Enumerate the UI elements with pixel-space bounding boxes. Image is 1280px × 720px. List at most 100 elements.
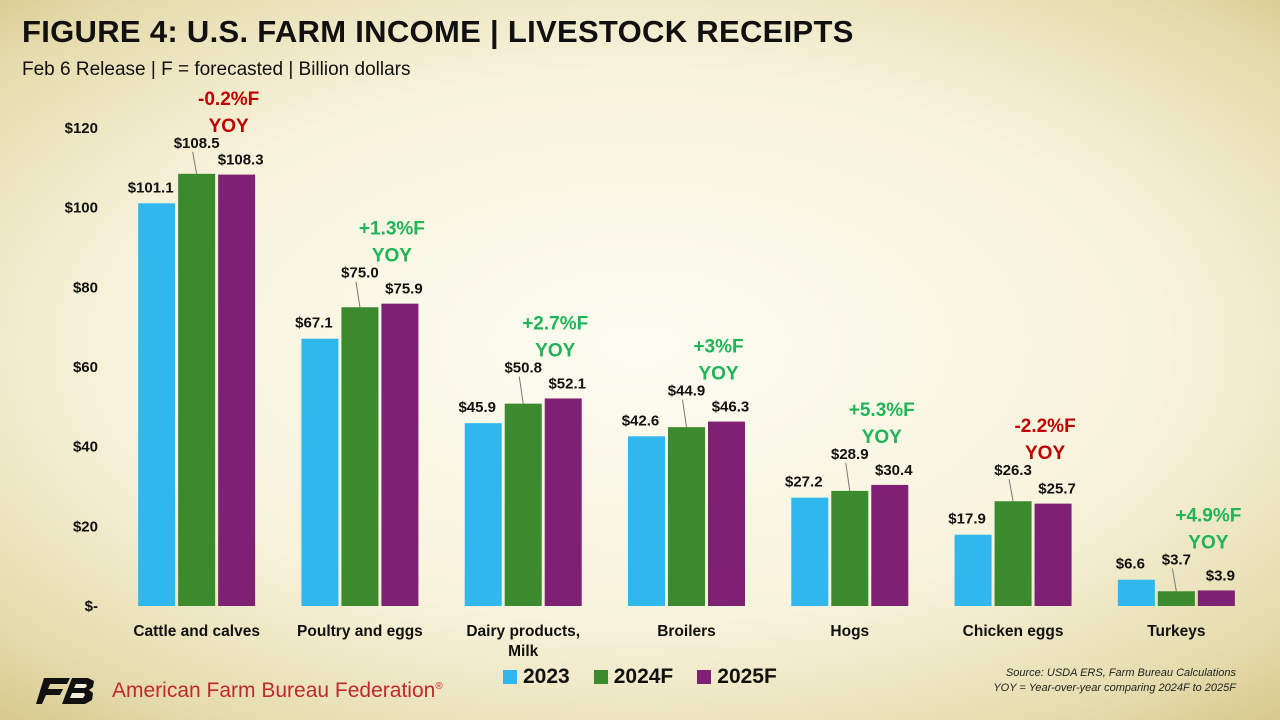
data-label: $25.7 (1038, 481, 1076, 498)
y-axis: $- $20 $40 $60 $80 $100 $120 (65, 120, 98, 615)
yoy-label: YOY (1025, 443, 1065, 464)
source-line: Source: USDA ERS, Farm Bureau Calculatio… (1005, 667, 1236, 679)
y-tick-label: $120 (65, 120, 98, 137)
yoy-percent: -0.2%F (198, 89, 259, 110)
chart-legend: 2023 2024F 2025F (503, 665, 777, 689)
label-leader-line (845, 462, 851, 491)
data-label: $75.9 (385, 281, 423, 298)
data-label: $46.3 (712, 399, 750, 416)
chart-subtitle: Feb 6 Release | F = forecasted | Billion… (22, 59, 411, 80)
bar-2023 (628, 436, 665, 606)
yoy-label: YOY (372, 246, 412, 267)
yoy-label: YOY (535, 340, 575, 361)
yoy-percent: +4.9%F (1175, 505, 1241, 526)
data-label: $108.5 (174, 135, 220, 152)
legend-item-2023: 2023 (503, 665, 570, 689)
data-label: $101.1 (128, 179, 174, 196)
data-label: $27.2 (785, 474, 823, 491)
yoy-label: YOY (1188, 532, 1228, 553)
y-tick-label: $40 (73, 439, 98, 456)
source-note: Source: USDA ERS, Farm Bureau Calculatio… (993, 666, 1236, 696)
bar-2023 (954, 534, 992, 606)
data-label: $30.4 (875, 462, 913, 479)
bar-2024f (178, 173, 216, 606)
legend-label-2025f: 2025F (717, 665, 777, 688)
bar-2024f (504, 403, 542, 606)
label-leader-line (1008, 479, 1014, 502)
bar-2024f (341, 307, 379, 606)
category-labels: Cattle and calves Poultry and eggs Dairy p… (133, 623, 1205, 660)
category-label: Milk (508, 643, 539, 660)
yoy-label: YOY (209, 116, 249, 137)
category-label: Dairy products, (466, 623, 580, 640)
category-label: Chicken eggs (963, 623, 1064, 640)
legend-swatch-2025f (697, 670, 712, 684)
category-label: Hogs (830, 623, 869, 640)
legend-label-2024f: 2024F (613, 665, 674, 688)
category-label: Cattle and calves (133, 623, 260, 640)
bar-2025f (871, 484, 909, 606)
data-label: $52.1 (548, 375, 586, 392)
bar-2025f (218, 174, 256, 607)
yoy-label: YOY (862, 427, 902, 448)
data-label: $6.6 (1116, 556, 1145, 573)
bar-2025f (381, 303, 419, 606)
y-tick-label: $20 (73, 518, 98, 535)
org-name: American Farm Bureau Federation® (112, 679, 443, 703)
legend-item-2024f: 2024F (593, 665, 674, 689)
yoy-definition-line: YOY = Year-over-year comparing 2024F to … (993, 682, 1236, 694)
bar-2025f (1197, 590, 1235, 606)
label-leader-line (355, 281, 361, 308)
bar-2024f (1157, 591, 1195, 606)
legend-label-2023: 2023 (523, 665, 570, 688)
label-leader-line (1171, 568, 1177, 592)
y-tick-label: $80 (73, 279, 98, 296)
bar-2025f (544, 398, 582, 606)
bar-2024f (994, 501, 1032, 606)
bar-2023 (791, 497, 829, 606)
legend-item-2025f: 2025F (697, 665, 777, 689)
data-label: $44.9 (668, 383, 706, 400)
bar-2023 (301, 338, 339, 606)
data-label: $75.0 (341, 265, 379, 282)
label-leader-line (682, 399, 687, 428)
bar-2024f (831, 490, 869, 606)
y-tick-label: $- (85, 598, 98, 615)
y-tick-label: $100 (65, 200, 98, 217)
data-label: $50.8 (504, 359, 542, 376)
bar-2023 (1117, 579, 1155, 606)
yoy-percent: +5.3%F (849, 400, 915, 421)
org-name-text: American Farm Bureau Federation (112, 679, 436, 702)
org-branding: American Farm Bureau Federation® (36, 676, 443, 706)
data-label: $3.7 (1162, 551, 1191, 568)
yoy-label: YOY (698, 364, 738, 385)
bar-2024f (668, 427, 705, 606)
y-tick-label: $60 (73, 359, 98, 376)
bar-groups (138, 173, 1235, 607)
chart-title: FIGURE 4: U.S. FARM INCOME | LIVESTOCK R… (22, 14, 854, 49)
label-leader-line (192, 151, 198, 174)
legend-swatch-2023 (503, 670, 517, 684)
registered-mark: ® (435, 681, 443, 692)
yoy-percent: +2.7%F (522, 313, 588, 334)
bar-2025f (1034, 503, 1072, 606)
category-label: Turkeys (1147, 623, 1205, 640)
data-label: $45.9 (458, 399, 496, 416)
legend-swatch-2024f (593, 670, 608, 684)
data-label: $28.9 (831, 446, 869, 463)
data-label: $26.3 (994, 462, 1032, 479)
category-label: Broilers (657, 623, 716, 640)
data-label: $67.1 (295, 315, 333, 332)
data-label: $108.3 (218, 152, 264, 169)
yoy-percent: +3%F (693, 337, 743, 358)
label-leader-line (518, 376, 524, 404)
data-labels: $101.1 $108.5$108.3 $67.1 $75.0 $75.9 $45.9 $5… (128, 135, 1235, 592)
bar-2023 (464, 423, 502, 606)
yoy-annotations: -0.2%F YOY +1.3%F YOY +2.7%F YOY +3%F YOY +5.3%F… (198, 89, 1241, 554)
yoy-percent: +1.3%F (359, 219, 425, 240)
data-label: $42.6 (622, 412, 660, 429)
data-label: $3.9 (1206, 567, 1235, 584)
yoy-percent: -2.2%F (1014, 416, 1075, 437)
bar-2025f (708, 421, 745, 606)
